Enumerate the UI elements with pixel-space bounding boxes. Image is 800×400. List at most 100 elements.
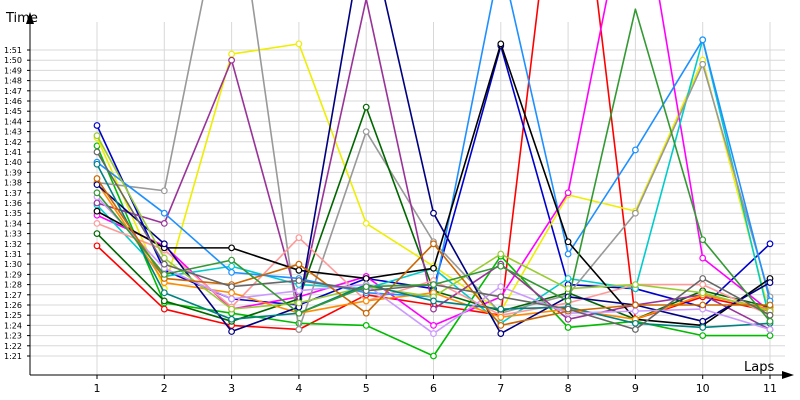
x-axis-title: Laps <box>744 360 774 375</box>
data-point <box>295 326 303 333</box>
y-tick-label: 1:45 <box>4 107 22 116</box>
data-point <box>93 199 101 207</box>
data-point <box>93 132 101 140</box>
y-tick-label: 1:37 <box>4 189 22 198</box>
data-point <box>699 317 707 325</box>
data-point <box>93 148 101 156</box>
data-point <box>430 281 437 289</box>
series-lines <box>93 0 774 360</box>
data-point <box>295 287 303 295</box>
data-point <box>766 317 774 325</box>
data-point <box>93 242 101 250</box>
data-point <box>93 230 101 238</box>
data-point <box>228 244 236 252</box>
data-point <box>228 50 236 58</box>
data-point <box>766 332 774 340</box>
data-point <box>564 305 572 313</box>
y-tick-label: 1:29 <box>4 270 22 279</box>
data-point <box>564 189 572 197</box>
x-tick-label: 11 <box>763 382 777 395</box>
y-tick-label: 1:31 <box>4 250 22 259</box>
data-point <box>632 307 639 315</box>
y-tick-label: 1:26 <box>4 301 22 310</box>
data-point <box>160 187 168 195</box>
data-point <box>295 299 303 307</box>
data-point <box>430 305 437 313</box>
data-point <box>564 275 572 282</box>
y-tick-label: 1:49 <box>4 66 22 75</box>
data-point <box>228 315 236 323</box>
data-point <box>93 122 101 129</box>
y-tick-label: 1:34 <box>4 219 22 228</box>
data-point <box>564 324 572 331</box>
data-point <box>160 240 168 248</box>
y-tick-label: 1:42 <box>4 138 22 147</box>
data-point <box>160 271 168 278</box>
data-point <box>228 289 236 297</box>
data-point <box>497 40 505 48</box>
data-point <box>699 301 707 309</box>
data-point <box>632 209 639 217</box>
x-tick-label: 7 <box>497 382 504 395</box>
y-tick-label: 1:22 <box>4 342 22 351</box>
x-tick-label: 9 <box>632 382 639 395</box>
y-tick-label: 1:44 <box>4 117 22 126</box>
x-tick-label: 6 <box>430 382 437 395</box>
data-point <box>160 209 168 217</box>
data-point <box>228 283 236 291</box>
data-point <box>362 275 370 282</box>
data-point <box>632 326 639 333</box>
data-point <box>430 209 437 217</box>
data-point <box>699 36 707 44</box>
data-point <box>766 326 774 333</box>
data-point <box>93 219 101 227</box>
data-point <box>430 322 437 329</box>
data-point <box>228 262 236 270</box>
data-point <box>497 322 505 329</box>
data-point <box>362 309 370 317</box>
data-point <box>497 330 505 337</box>
data-point <box>497 250 505 258</box>
data-point <box>295 266 303 274</box>
y-tick-label: 1:23 <box>4 332 22 341</box>
data-point <box>295 260 303 268</box>
y-tick-label: 1:39 <box>4 168 22 177</box>
data-point <box>699 289 707 297</box>
data-point <box>228 295 236 303</box>
data-point <box>228 256 236 264</box>
data-point <box>497 293 505 301</box>
data-point <box>632 146 639 154</box>
data-point <box>766 279 774 286</box>
y-tick-label: 1:27 <box>4 291 22 300</box>
data-point <box>160 289 168 297</box>
data-point <box>632 319 639 327</box>
x-tick-label: 8 <box>565 382 572 395</box>
y-tick-label: 1:41 <box>4 148 22 157</box>
data-point <box>766 301 774 309</box>
axes: Time Laps <box>5 11 794 379</box>
data-point <box>430 264 437 272</box>
data-point <box>295 234 303 242</box>
data-point <box>497 283 505 291</box>
data-point <box>564 250 572 258</box>
y-tick-label: 1:48 <box>4 77 22 86</box>
y-tick-label: 1:28 <box>4 281 22 290</box>
data-point <box>699 332 707 340</box>
data-point <box>160 297 168 305</box>
x-tick-label: 2 <box>161 382 168 395</box>
y-axis-title: Time <box>5 11 38 26</box>
y-tick-label: 1:21 <box>4 352 22 361</box>
data-point <box>497 305 505 313</box>
data-point <box>362 322 370 329</box>
data-point <box>93 160 101 168</box>
data-point <box>93 175 101 182</box>
y-tick-label: 1:36 <box>4 199 22 208</box>
x-tick-label: 1 <box>94 382 101 395</box>
data-point <box>295 40 303 48</box>
data-point <box>228 328 236 335</box>
data-point <box>497 262 505 270</box>
data-point <box>766 311 774 319</box>
data-point <box>362 297 370 305</box>
y-tick-label: 1:51 <box>4 46 22 55</box>
